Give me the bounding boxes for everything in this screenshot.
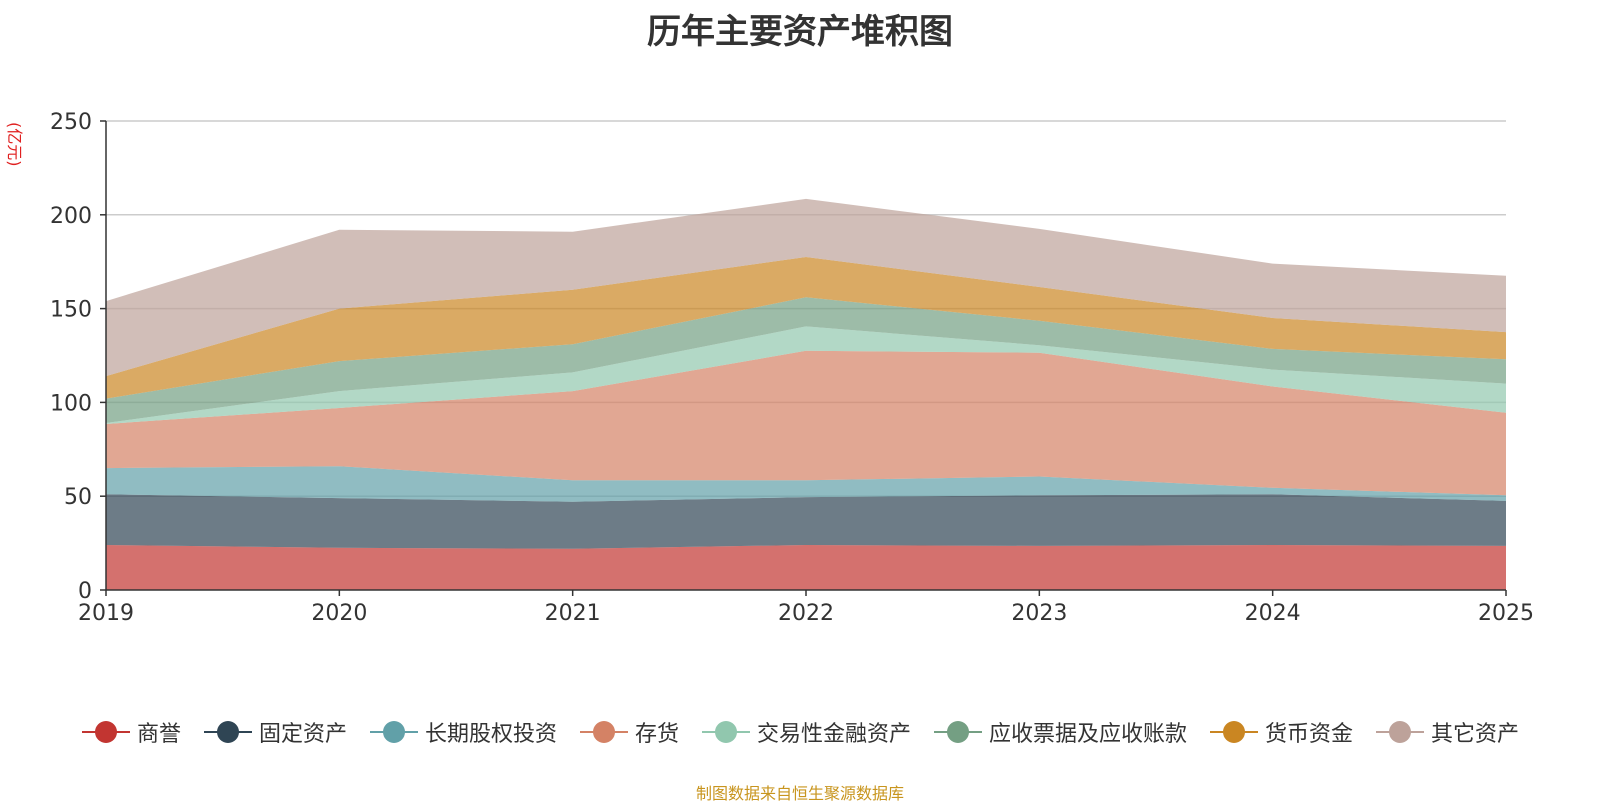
area-series-4[interactable]: [106, 350, 1506, 496]
legend-item-6[interactable]: 应收票据及应收账款: [933, 716, 1187, 748]
area-series-1[interactable]: [106, 545, 1506, 590]
legend-label: 固定资产: [258, 722, 347, 747]
area-series-5[interactable]: [106, 326, 1506, 424]
legend-label: 商誉: [136, 722, 181, 747]
legend-marker-icon: [81, 721, 130, 743]
area-layers: [106, 198, 1506, 590]
legend-label: 长期股权投资: [424, 722, 557, 747]
y-tick-label-50: 50: [64, 485, 92, 510]
chart-title: 历年主要资产堆积图: [647, 12, 953, 52]
legend-item-8[interactable]: 其它资产: [1375, 716, 1519, 748]
x-tick-label-2021: 2021: [545, 601, 601, 626]
legend-marker-icon: [203, 721, 252, 743]
x-tick-label-2022: 2022: [778, 601, 834, 626]
legend-marker-icon: [369, 721, 418, 743]
legend-marker-icon: [1376, 721, 1425, 743]
legend: 商誉 固定资产 长期股权投资 存货 交易性金融资产 应收票据及应收账款 货币资金 其它资产: [0, 716, 1600, 748]
y-tick-label-150: 150: [50, 298, 92, 323]
legend-item-3[interactable]: 长期股权投资: [369, 716, 557, 748]
legend-marker-icon: [579, 721, 628, 743]
y-tick-label-0: 0: [78, 579, 92, 604]
area-series-7[interactable]: [106, 257, 1506, 399]
legend-item-7[interactable]: 货币资金: [1209, 716, 1353, 748]
legend-label: 其它资产: [1431, 722, 1520, 747]
legend-label: 应收票据及应收账款: [989, 722, 1188, 747]
x-tick-label-2024: 2024: [1245, 601, 1301, 626]
area-series-6[interactable]: [106, 297, 1506, 423]
area-series-2[interactable]: [106, 494, 1506, 549]
legend-label: 货币资金: [1265, 722, 1354, 747]
axes: 0 50 100 150 200 250 2019 2020 2021 2022 2023 2024 2…: [50, 110, 1534, 626]
legend-item-4[interactable]: 存货: [579, 716, 679, 748]
legend-item-1[interactable]: 商誉: [81, 716, 181, 748]
x-tick-label-2023: 2023: [1011, 601, 1067, 626]
legend-label: 存货: [634, 722, 679, 747]
area-series-3[interactable]: [106, 466, 1506, 502]
y-tick-label-200: 200: [50, 204, 92, 229]
x-tick-label-2020: 2020: [311, 601, 367, 626]
data-source-note: 制图数据来自恒生聚源数据库: [695, 784, 904, 803]
x-tick-label-2025: 2025: [1478, 601, 1534, 626]
legend-item-5[interactable]: 交易性金融资产: [701, 716, 911, 748]
legend-marker-icon: [702, 721, 750, 743]
x-tick-label-2019: 2019: [78, 601, 134, 626]
y-tick-label-250: 250: [50, 110, 92, 135]
legend-marker-icon: [934, 721, 983, 743]
y-tick-label-100: 100: [50, 391, 92, 416]
legend-marker-icon: [1210, 721, 1259, 743]
legend-item-2[interactable]: 固定资产: [203, 716, 347, 748]
legend-label: 交易性金融资产: [757, 722, 912, 747]
area-series-8[interactable]: [106, 198, 1506, 377]
